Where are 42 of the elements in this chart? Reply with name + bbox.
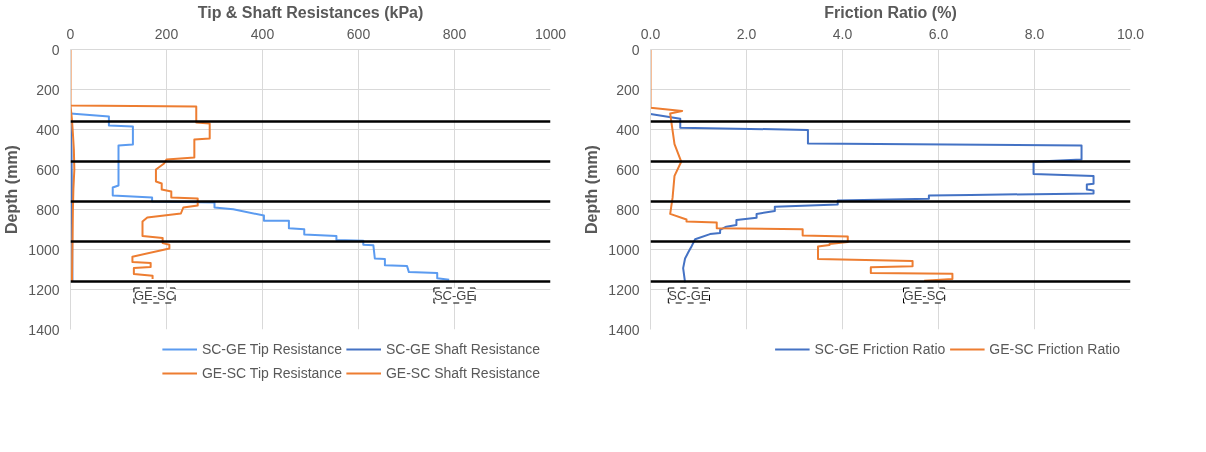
- legend-label: GE-SC Tip Resistance: [201, 365, 342, 381]
- x-tick-label: 400: [250, 25, 275, 42]
- y-tick-label: 600: [36, 161, 60, 178]
- x-axis-title: Friction Ratio (%): [824, 3, 957, 21]
- x-tick-label: 8.0: [1024, 25, 1045, 42]
- legend-label: SC-GE Tip Resistance: [201, 341, 342, 357]
- x-tick-label: 4.0: [832, 25, 853, 42]
- y-tick-label: 1200: [608, 281, 640, 298]
- legend-label: SC-GE Shaft Resistance: [385, 341, 540, 357]
- x-tick-label: 6.0: [928, 25, 949, 42]
- x-tick-label: 0.0: [640, 25, 661, 42]
- y-tick-label: 1400: [28, 321, 60, 338]
- x-tick-label: 1000: [534, 25, 567, 42]
- annotation: SC-GE: [433, 288, 476, 303]
- y-tick-label: 1000: [28, 241, 60, 258]
- y-tick-label: 400: [36, 121, 60, 138]
- y-tick-label: 800: [36, 201, 60, 218]
- legend-label: GE-SC Friction Ratio: [989, 341, 1120, 357]
- y-tick-label: 1200: [28, 281, 60, 298]
- y-tick-label: 1000: [608, 241, 640, 258]
- y-axis-title: Depth (mm): [583, 145, 601, 234]
- x-tick-label: 10.0: [1116, 25, 1145, 42]
- x-tick-label: 800: [442, 25, 467, 42]
- x-tick-label: 600: [346, 25, 371, 42]
- annotation: GE-SC: [133, 288, 176, 303]
- y-tick-label: 800: [616, 201, 640, 218]
- x-axis-title: Tip & Shaft Resistances (kPa): [197, 3, 424, 21]
- y-tick-label: 200: [36, 81, 60, 98]
- x-tick-label: 200: [154, 25, 179, 42]
- y-tick-label: 400: [616, 121, 640, 138]
- x-tick-label: 2.0: [736, 25, 757, 42]
- annotation: GE-SC: [903, 288, 945, 303]
- legend-label: SC-GE Friction Ratio: [814, 341, 946, 357]
- y-tick-label: 0: [51, 41, 60, 58]
- y-tick-label: 0: [631, 41, 640, 58]
- legend-label: GE-SC Shaft Resistance: [385, 365, 540, 381]
- y-tick-label: 600: [616, 161, 640, 178]
- y-axis-title: Depth (mm): [3, 145, 21, 234]
- annotation: SC-GE: [668, 288, 710, 303]
- y-tick-label: 200: [616, 81, 640, 98]
- y-tick-label: 1400: [608, 321, 640, 338]
- x-tick-label: 0: [66, 25, 75, 42]
